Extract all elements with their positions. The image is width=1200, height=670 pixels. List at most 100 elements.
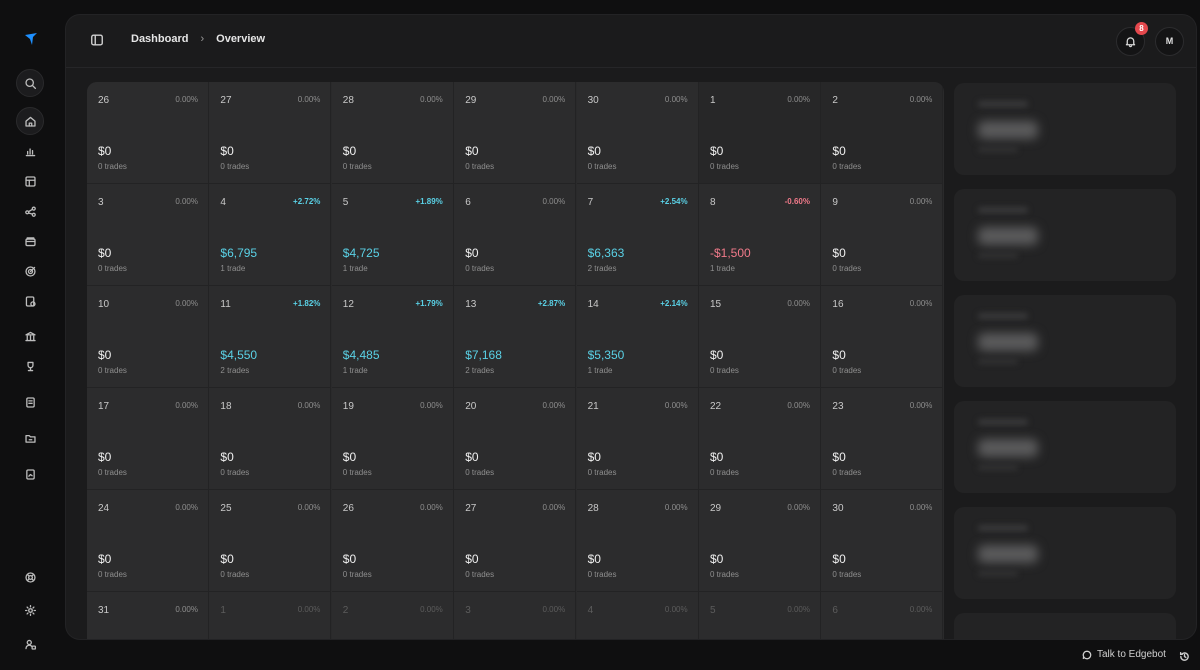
calendar-day-cell[interactable]: 27 0.00% $0 0 trades bbox=[454, 490, 577, 592]
calendar-day-cell[interactable]: 21 0.00% $0 0 trades bbox=[576, 388, 699, 490]
day-number: 25 bbox=[220, 503, 232, 514]
avatar[interactable]: M bbox=[1155, 27, 1184, 56]
calendar-day-cell[interactable]: 15 0.00% $0 0 trades bbox=[699, 286, 821, 388]
breadcrumb: Dashboard › Overview bbox=[131, 33, 265, 45]
home-icon[interactable] bbox=[16, 107, 44, 135]
day-return-percent: 0.00% bbox=[175, 95, 198, 104]
folder-icon[interactable] bbox=[16, 424, 44, 452]
calendar-day-cell[interactable]: 28 0.00% $0 0 trades bbox=[331, 82, 454, 184]
notifications-button[interactable]: 8 bbox=[1116, 22, 1148, 56]
day-number: 15 bbox=[710, 299, 722, 310]
history-icon[interactable] bbox=[1179, 649, 1190, 661]
calendar-day-cell[interactable]: 8 -0.60% -$1,500 1 trade bbox=[699, 184, 821, 286]
calendar-day-cell[interactable]: 23 0.00% $0 0 trades bbox=[821, 388, 944, 490]
app-logo-icon[interactable] bbox=[22, 30, 40, 48]
calendar-day-cell[interactable]: 2 0.00% bbox=[331, 592, 454, 639]
day-number: 3 bbox=[98, 197, 104, 208]
calendar-day-cell[interactable]: 20 0.00% $0 0 trades bbox=[454, 388, 577, 490]
day-return-percent: 0.00% bbox=[175, 503, 198, 512]
calendar-day-cell[interactable]: 26 0.00% $0 0 trades bbox=[87, 82, 209, 184]
calendar-day-cell[interactable]: 6 0.00% bbox=[821, 592, 944, 639]
calendar-day-cell[interactable]: 31 0.00% bbox=[87, 592, 209, 639]
target-icon[interactable] bbox=[16, 257, 44, 285]
day-trade-count: 0 trades bbox=[98, 468, 127, 477]
calendar-day-cell[interactable]: 5 0.00% bbox=[699, 592, 821, 639]
day-pnl-value: $7,168 bbox=[465, 348, 502, 362]
day-pnl-value: $0 bbox=[832, 246, 846, 260]
calendar-day-cell[interactable]: 10 0.00% $0 0 trades bbox=[87, 286, 209, 388]
day-pnl-value: $4,725 bbox=[342, 246, 380, 260]
calendar-day-cell[interactable]: 13 +2.87% $7,168 2 trades bbox=[454, 286, 577, 388]
calendar-day-cell[interactable]: 9 0.00% $0 0 trades bbox=[821, 184, 944, 286]
day-number: 3 bbox=[465, 605, 471, 616]
day-number: 14 bbox=[587, 299, 599, 310]
day-number: 4 bbox=[587, 605, 594, 616]
edgebot-label: Talk to Edgebot bbox=[1097, 649, 1166, 660]
talk-to-edgebot-link[interactable]: Talk to Edgebot bbox=[1082, 649, 1166, 660]
calendar-day-cell[interactable]: 2 0.00% $0 0 trades bbox=[821, 82, 944, 184]
calendar-day-cell[interactable]: 7 +2.54% $6,363 2 trades bbox=[576, 184, 699, 286]
calendar-day-cell[interactable]: 4 +2.72% $6,795 1 trade bbox=[209, 184, 332, 286]
gear-icon[interactable] bbox=[16, 596, 44, 624]
calendar-day-cell[interactable]: 12 +1.79% $4,485 1 trade bbox=[331, 286, 454, 388]
calendar-day-cell[interactable]: 29 0.00% $0 0 trades bbox=[454, 82, 577, 184]
calendar-day-cell[interactable]: 3 0.00% $0 0 trades bbox=[87, 184, 209, 286]
bar-chart-icon[interactable] bbox=[16, 137, 44, 165]
calendar-day-cell[interactable]: 18 0.00% $0 0 trades bbox=[209, 388, 332, 490]
calendar-day-cell[interactable]: 30 0.00% $0 0 trades bbox=[576, 82, 699, 184]
calendar-day-cell[interactable]: 24 0.00% $0 0 trades bbox=[87, 490, 209, 592]
badge-check-icon[interactable] bbox=[16, 287, 44, 315]
calendar-day-cell[interactable]: 26 0.00% $0 0 trades bbox=[331, 490, 454, 592]
day-number: 17 bbox=[98, 401, 110, 412]
summary-card bbox=[954, 83, 1176, 175]
calendar-day-cell[interactable]: 11 +1.82% $4,550 2 trades bbox=[209, 286, 332, 388]
calendar-day-cell[interactable]: 28 0.00% $0 0 trades bbox=[576, 490, 699, 592]
calendar-day-cell[interactable]: 3 0.00% bbox=[454, 592, 577, 639]
calendar-day-cell[interactable]: 27 0.00% $0 0 trades bbox=[209, 82, 332, 184]
breadcrumb-dashboard[interactable]: Dashboard bbox=[131, 33, 189, 45]
day-return-percent: +1.82% bbox=[293, 299, 321, 308]
sidebar-toggle-icon[interactable] bbox=[90, 33, 106, 49]
calendar-day-cell[interactable]: 30 0.00% $0 0 trades bbox=[821, 490, 944, 592]
calendar-day-cell[interactable]: 14 +2.14% $5,350 1 trade bbox=[576, 286, 699, 388]
notification-badge: 8 bbox=[1135, 22, 1148, 35]
calendar-day-cell[interactable]: 16 0.00% $0 0 trades bbox=[821, 286, 944, 388]
day-pnl-value: $0 bbox=[465, 552, 479, 566]
day-trade-count: 0 trades bbox=[710, 468, 739, 477]
wallet-icon[interactable] bbox=[16, 227, 44, 255]
bank-icon[interactable] bbox=[16, 322, 44, 350]
day-number: 12 bbox=[342, 299, 354, 310]
share-nodes-icon[interactable] bbox=[16, 197, 44, 225]
calendar-day-cell[interactable]: 1 0.00% bbox=[209, 592, 332, 639]
user-lock-icon[interactable] bbox=[16, 630, 44, 658]
calendar-day-cell[interactable]: 29 0.00% $0 0 trades bbox=[699, 490, 821, 592]
calendar-day-cell[interactable]: 1 0.00% $0 0 trades bbox=[699, 82, 821, 184]
calendar-day-cell[interactable]: 22 0.00% $0 0 trades bbox=[699, 388, 821, 490]
table-icon[interactable] bbox=[16, 167, 44, 195]
lifebuoy-icon[interactable] bbox=[16, 563, 44, 591]
day-return-percent: 0.00% bbox=[297, 605, 321, 614]
day-pnl-value: $6,363 bbox=[587, 246, 625, 260]
day-return-percent: 0.00% bbox=[175, 401, 198, 410]
day-pnl-value: $0 bbox=[710, 144, 724, 158]
file-chart-icon[interactable] bbox=[16, 460, 44, 488]
bell-icon bbox=[1125, 37, 1136, 48]
day-return-percent: +1.89% bbox=[415, 197, 443, 206]
calendar-day-cell[interactable]: 25 0.00% $0 0 trades bbox=[209, 490, 332, 592]
calendar-day-cell[interactable]: 4 0.00% bbox=[576, 592, 699, 639]
search-icon[interactable] bbox=[16, 69, 44, 97]
calendar-day-cell[interactable]: 17 0.00% $0 0 trades bbox=[87, 388, 209, 490]
summary-card bbox=[954, 507, 1176, 599]
day-return-percent: 0.00% bbox=[175, 299, 198, 308]
calendar-day-cell[interactable]: 5 +1.89% $4,725 1 trade bbox=[331, 184, 454, 286]
calendar-day-cell[interactable]: 19 0.00% $0 0 trades bbox=[331, 388, 454, 490]
day-number: 28 bbox=[342, 95, 354, 106]
notebook-icon[interactable] bbox=[16, 388, 44, 416]
day-number: 28 bbox=[587, 503, 599, 514]
calendar-day-cell[interactable]: 6 0.00% $0 0 trades bbox=[454, 184, 577, 286]
day-number: 13 bbox=[465, 299, 477, 310]
day-trade-count: 0 trades bbox=[832, 570, 862, 579]
day-pnl-value: $0 bbox=[587, 552, 601, 566]
day-return-percent: 0.00% bbox=[420, 401, 443, 410]
trophy-icon[interactable] bbox=[16, 352, 44, 380]
